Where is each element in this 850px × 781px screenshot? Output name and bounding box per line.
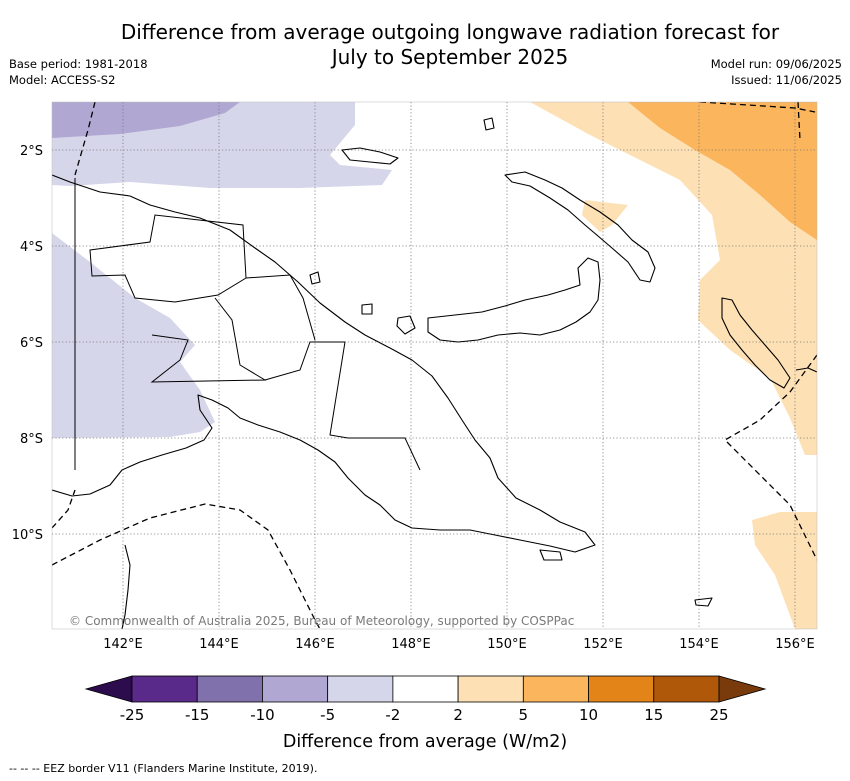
anomaly-region-light-orange-east (530, 102, 817, 455)
colorbar: -25 -15 -10 -5 -2 2 5 10 15 25 Difference from av… (84, 675, 767, 752)
umboi-island (396, 315, 416, 335)
colorbar-swatch (392, 675, 459, 703)
map-area: © Commonwealth of Australia 2025, Bureau… (52, 102, 817, 629)
colorbar-over-arrow (718, 675, 767, 703)
title-line-2: July to September 2025 (331, 45, 569, 69)
colorbar-swatch (131, 675, 198, 703)
indonesia-province-border (89, 214, 247, 303)
new-britain-coastline (427, 257, 601, 343)
map-title: Difference from average outgoing longwav… (60, 20, 840, 70)
rossel-island (694, 597, 713, 607)
borders (74, 178, 421, 471)
anomaly-region-light-orange-southeast (752, 512, 817, 629)
colorbar-tick-label: -25 (120, 706, 145, 724)
meta-left: Base period: 1981-2018 Model: ACCESS-S2 (9, 56, 148, 88)
new-guinea-coastline (52, 174, 596, 553)
colorbar-swatch (653, 675, 720, 703)
title-line-1: Difference from average outgoing longwav… (120, 20, 780, 44)
gridlines (52, 102, 817, 629)
eez-borders (52, 102, 817, 629)
model-run: Model run: 09/06/2025 (710, 57, 842, 71)
colorbar-swatch (262, 675, 329, 703)
karkar-island (309, 271, 321, 285)
colorbar-tick-label: 5 (519, 706, 529, 724)
colorbar-swatch (522, 675, 589, 703)
colorbar-tick-label: 25 (709, 706, 728, 724)
model-name: Model: ACCESS-S2 (9, 73, 116, 87)
long-island (361, 303, 373, 315)
map-frame (51, 101, 818, 630)
copyright-notice: © Commonwealth of Australia 2025, Bureau… (69, 614, 574, 628)
lat-label-8s: 8°S (20, 432, 43, 447)
bougainville-coastline (721, 297, 791, 389)
manus-island-coastline (341, 147, 399, 165)
eez-border-northeast (699, 102, 816, 113)
eez-border-northwest (74, 102, 96, 176)
australia-cape-york-coastline (121, 544, 131, 629)
fergusson-island (539, 549, 563, 561)
colorbar-swatch (327, 675, 394, 703)
eez-border-east-vertical (797, 102, 801, 141)
colorbar-swatch (588, 675, 655, 703)
colorbar-swatches (131, 675, 720, 703)
anomaly-region-light-purple-west (52, 233, 215, 438)
province-border-2 (264, 341, 421, 471)
colorbar-tick-label: 15 (644, 706, 663, 724)
lon-label-146e: 146°E (295, 637, 335, 652)
base-period: Base period: 1981-2018 (9, 57, 148, 71)
lon-label-148e: 148°E (391, 637, 431, 652)
colorbar-tick-label: -15 (185, 706, 210, 724)
anomaly-region-mid-purple-north (52, 102, 240, 138)
eez-border-east (723, 354, 817, 561)
eez-border-southwest (52, 503, 321, 629)
lon-label-154e: 154°E (679, 637, 719, 652)
colorbar-label: Difference from average (W/m2) (283, 732, 567, 752)
colorbar-tick-label: -5 (320, 706, 335, 724)
eez-border-west-short (52, 489, 76, 529)
colorbar-swatch (457, 675, 524, 703)
colorbar-tick-label: 10 (579, 706, 598, 724)
lat-label-10s: 10°S (12, 528, 43, 543)
lon-label-150e: 150°E (487, 637, 527, 652)
longitude-labels: 142°E 144°E 146°E 148°E 150°E 152°E 154°… (103, 637, 815, 652)
lon-label-144e: 144°E (199, 637, 239, 652)
mussau-island (483, 117, 495, 131)
meta-right: Model run: 09/06/2025 Issued: 11/06/2025 (711, 56, 842, 88)
colorbar-tick-label: 2 (453, 706, 463, 724)
eez-legend-note: -- -- -- EEZ border V11 (Flanders Marine… (9, 762, 318, 775)
issued-date: Issued: 11/06/2025 (731, 73, 842, 87)
lat-label-2s: 2°S (20, 144, 43, 159)
colorbar-tick-label: -2 (385, 706, 400, 724)
lat-label-6s: 6°S (20, 336, 43, 351)
lon-label-156e: 156°E (775, 637, 815, 652)
colorbar-tick-label: -10 (250, 706, 275, 724)
lat-label-4s: 4°S (20, 240, 43, 255)
anomaly-region-mid-orange-northeast (628, 102, 817, 240)
province-border-3 (245, 274, 316, 341)
lon-label-142e: 142°E (103, 637, 143, 652)
latitude-labels: 2°S 4°S 6°S 8°S 10°S (12, 144, 43, 543)
colorbar-swatch (196, 675, 263, 703)
province-border-1 (150, 297, 267, 383)
lon-label-152e: 152°E (583, 637, 623, 652)
new-ireland-coastline (504, 171, 656, 283)
colorbar-under-arrow (84, 675, 133, 703)
colorbar-tick-labels: -25 -15 -10 -5 -2 2 5 10 15 25 (120, 706, 729, 724)
